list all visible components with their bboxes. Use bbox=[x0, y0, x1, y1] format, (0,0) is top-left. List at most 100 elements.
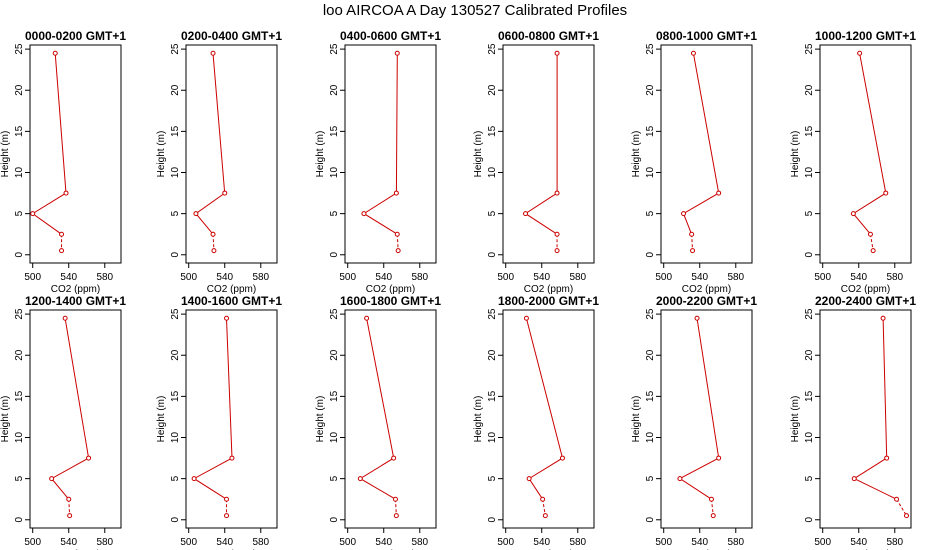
y-tick-label: 20 bbox=[645, 84, 656, 96]
y-tick-label: 5 bbox=[804, 210, 815, 216]
profile-line bbox=[678, 318, 720, 500]
data-point bbox=[694, 315, 700, 321]
y-tick-label: 25 bbox=[804, 308, 815, 320]
panel-title: 2200-2400 GMT+1 bbox=[815, 294, 916, 308]
y-axis-label: Height (m) bbox=[156, 396, 167, 443]
panel-title: 0000-0200 GMT+1 bbox=[25, 29, 126, 43]
y-tick-label: 5 bbox=[170, 475, 181, 481]
x-tick-label: 580 bbox=[886, 272, 903, 283]
panel-title: 2000-2200 GMT+1 bbox=[656, 294, 757, 308]
y-tick-label: 0 bbox=[487, 252, 498, 258]
profile-line bbox=[853, 318, 897, 500]
profile-line-bottom bbox=[542, 499, 546, 516]
y-axis-label: Height (m) bbox=[473, 131, 484, 178]
y-tick-label: 20 bbox=[329, 84, 340, 96]
panel-title: 1000-1200 GMT+1 bbox=[815, 29, 916, 43]
y-tick-label: 25 bbox=[645, 43, 656, 55]
data-point bbox=[86, 455, 92, 461]
data-point bbox=[559, 455, 565, 461]
y-tick-label: 5 bbox=[645, 475, 656, 481]
panel-title: 0800-1000 GMT+1 bbox=[656, 29, 757, 43]
y-tick-label: 0 bbox=[804, 252, 815, 258]
x-tick-label: 540 bbox=[533, 272, 550, 283]
data-point bbox=[903, 513, 909, 519]
x-tick-label: 500 bbox=[24, 537, 41, 548]
data-point bbox=[554, 231, 560, 237]
panel-title: 1600-1800 GMT+1 bbox=[340, 294, 441, 308]
data-point bbox=[870, 248, 876, 254]
data-point bbox=[554, 248, 560, 254]
data-point bbox=[229, 455, 235, 461]
y-tick-label: 15 bbox=[487, 390, 498, 402]
x-axis-label: CO2 (ppm) bbox=[841, 284, 890, 295]
data-point bbox=[393, 513, 399, 519]
panel-title: 0200-0400 GMT+1 bbox=[181, 29, 282, 43]
x-tick-label: 540 bbox=[216, 272, 233, 283]
data-point bbox=[62, 315, 68, 321]
y-tick-label: 0 bbox=[14, 252, 25, 258]
y-tick-label: 25 bbox=[170, 308, 181, 320]
plot-frame bbox=[185, 309, 278, 529]
data-point bbox=[394, 50, 400, 56]
x-tick-label: 540 bbox=[216, 537, 233, 548]
plot-frame bbox=[660, 309, 753, 529]
y-tick-label: 25 bbox=[14, 308, 25, 320]
data-point bbox=[391, 455, 397, 461]
y-tick-label: 10 bbox=[14, 432, 25, 444]
plot-frame bbox=[185, 44, 278, 264]
y-tick-label: 10 bbox=[487, 167, 498, 179]
data-point bbox=[857, 50, 863, 56]
x-axis-label: CO2 (ppm) bbox=[51, 284, 100, 295]
x-tick-label: 540 bbox=[375, 272, 392, 283]
data-point bbox=[867, 231, 873, 237]
x-tick-label: 540 bbox=[533, 537, 550, 548]
x-tick-label: 500 bbox=[24, 272, 41, 283]
data-point bbox=[884, 455, 890, 461]
x-tick-label: 580 bbox=[727, 537, 744, 548]
y-tick-label: 10 bbox=[329, 432, 340, 444]
y-axis-label: Height (m) bbox=[790, 131, 801, 178]
data-point bbox=[224, 315, 230, 321]
x-tick-label: 500 bbox=[339, 537, 356, 548]
plot-frame bbox=[344, 309, 437, 529]
y-tick-label: 20 bbox=[14, 349, 25, 361]
y-tick-label: 15 bbox=[804, 125, 815, 137]
x-tick-label: 500 bbox=[655, 537, 672, 548]
y-tick-label: 5 bbox=[170, 210, 181, 216]
profile-line bbox=[852, 53, 887, 235]
y-tick-label: 15 bbox=[170, 390, 181, 402]
y-tick-label: 0 bbox=[329, 252, 340, 258]
y-tick-label: 20 bbox=[329, 349, 340, 361]
x-tick-label: 500 bbox=[655, 272, 672, 283]
data-point bbox=[210, 231, 216, 237]
plot-frame bbox=[344, 44, 437, 264]
panel-title: 0400-0600 GMT+1 bbox=[340, 29, 441, 43]
data-point bbox=[222, 190, 228, 196]
y-tick-label: 20 bbox=[14, 84, 25, 96]
y-tick-label: 10 bbox=[170, 167, 181, 179]
x-tick-label: 500 bbox=[339, 272, 356, 283]
profile-line-bottom bbox=[396, 234, 399, 251]
x-tick-label: 580 bbox=[96, 537, 113, 548]
x-axis-label: CO2 (ppm) bbox=[207, 284, 256, 295]
y-tick-label: 20 bbox=[487, 84, 498, 96]
data-point bbox=[894, 496, 900, 502]
y-tick-label: 25 bbox=[329, 43, 340, 55]
data-point bbox=[392, 496, 398, 502]
x-tick-label: 580 bbox=[252, 272, 269, 283]
y-axis-label: Height (m) bbox=[0, 396, 11, 443]
x-tick-label: 540 bbox=[60, 537, 77, 548]
y-tick-label: 25 bbox=[645, 308, 656, 320]
plot-frame bbox=[502, 44, 595, 264]
x-tick-label: 500 bbox=[497, 537, 514, 548]
y-tick-label: 5 bbox=[487, 475, 498, 481]
y-tick-label: 15 bbox=[170, 125, 181, 137]
profile-line bbox=[50, 318, 90, 500]
